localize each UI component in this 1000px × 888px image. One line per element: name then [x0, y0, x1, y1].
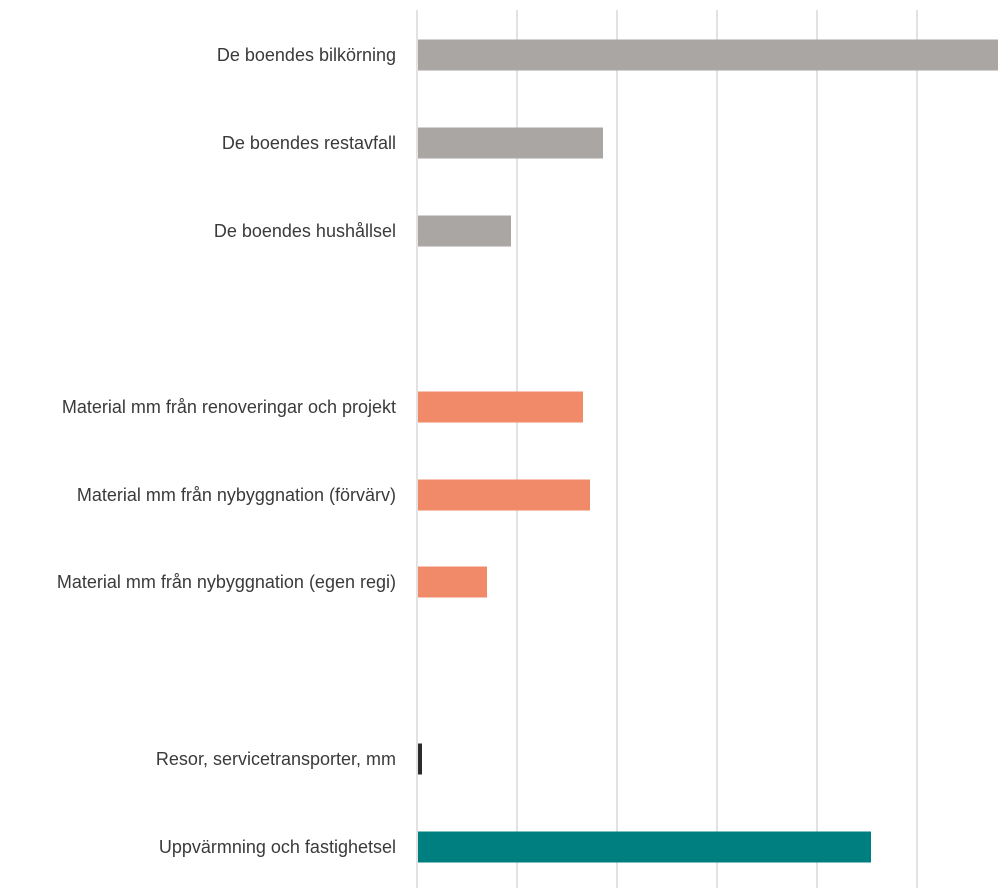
- category-label-5: Material mm från nybyggnation (egen regi…: [57, 572, 396, 592]
- category-label-0: De boendes bilkörning: [217, 45, 396, 65]
- bar-5: [418, 566, 487, 598]
- category-label-1: De boendes restavfall: [222, 133, 396, 153]
- bar-7: [418, 831, 871, 863]
- category-labels: De boendes bilkörning De boendes restavfa…: [57, 45, 396, 857]
- category-label-6: Resor, servicetransporter, mm: [156, 749, 396, 769]
- bar-2: [418, 215, 511, 247]
- bar-1: [418, 127, 603, 159]
- category-label-4: Material mm från nybyggnation (förvärv): [77, 485, 396, 505]
- bar-0: [418, 39, 998, 71]
- category-label-2: De boendes hushållsel: [214, 221, 396, 241]
- bar-6: [418, 743, 422, 775]
- bar-3: [418, 391, 583, 423]
- bars: [418, 39, 998, 863]
- category-label-3: Material mm från renoveringar och projek…: [62, 397, 396, 417]
- bar-4: [418, 479, 590, 511]
- category-label-7: Uppvärmning och fastighetsel: [159, 837, 396, 857]
